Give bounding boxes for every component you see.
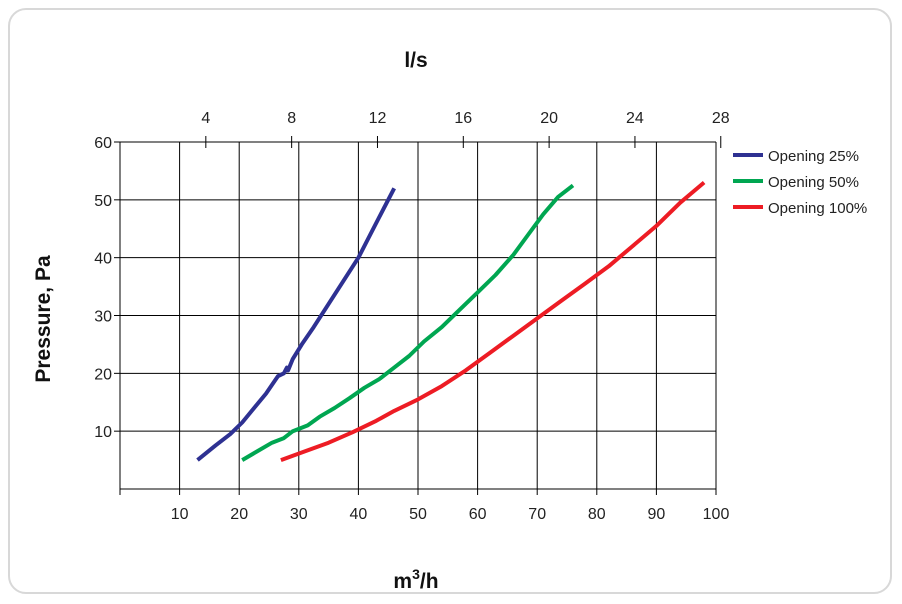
x-axis-title-sup: 3 [412, 566, 420, 582]
x-tick-label: 40 [350, 506, 368, 523]
grid [120, 141, 717, 489]
x-tick-label: 100 [703, 506, 730, 523]
y-axis-title: Pressure, Pa [32, 255, 55, 383]
x-tick-label: 50 [409, 506, 427, 523]
x-tick-label: 60 [469, 506, 487, 523]
x-tick-label: 70 [528, 506, 546, 523]
series-line-2 [241, 183, 575, 462]
y-tick-label: 60 [94, 135, 112, 152]
x-tick-label: 30 [290, 506, 308, 523]
y-tick-label: 20 [94, 366, 112, 383]
y-tick-label: 30 [94, 309, 112, 326]
x-axis-title-tail: /h [420, 570, 439, 593]
x-top-tick-label: 4 [201, 110, 210, 127]
x-axis-title-base: m [393, 570, 412, 593]
x-top-tick-label: 20 [540, 110, 558, 127]
x-top-tick-label: 12 [369, 110, 387, 127]
x-tick-label: 90 [648, 506, 666, 523]
x-top-tick-label: 8 [287, 110, 296, 127]
x-top-axis-title: l/s [404, 49, 427, 72]
x-top-tick-label: 16 [454, 110, 472, 127]
x-tick-label: 10 [171, 506, 189, 523]
legend-label: Opening 100% [768, 200, 867, 217]
x-tick-label: 20 [230, 506, 248, 523]
series-line-3 [280, 180, 706, 462]
x-tick-label: 80 [588, 506, 606, 523]
axes: 10 20 30 40 50 60 70 80 90 100 10 20 30 40 50 60 4 8 12 16 2… [94, 110, 730, 523]
x-top-tick-label: 24 [626, 110, 644, 127]
y-tick-label: 10 [94, 424, 112, 441]
legend: Opening 25% Opening 50% Opening 100% [733, 148, 867, 217]
y-tick-label: 50 [94, 193, 112, 210]
legend-label: Opening 25% [768, 148, 859, 165]
legend-label: Opening 50% [768, 174, 859, 191]
series-line-1 [196, 187, 396, 462]
y-tick-label: 40 [94, 251, 112, 268]
series-group [196, 180, 706, 462]
x-top-tick-label: 28 [712, 110, 730, 127]
chart-frame [8, 8, 892, 594]
x-axis-title: m3/h [393, 566, 438, 593]
